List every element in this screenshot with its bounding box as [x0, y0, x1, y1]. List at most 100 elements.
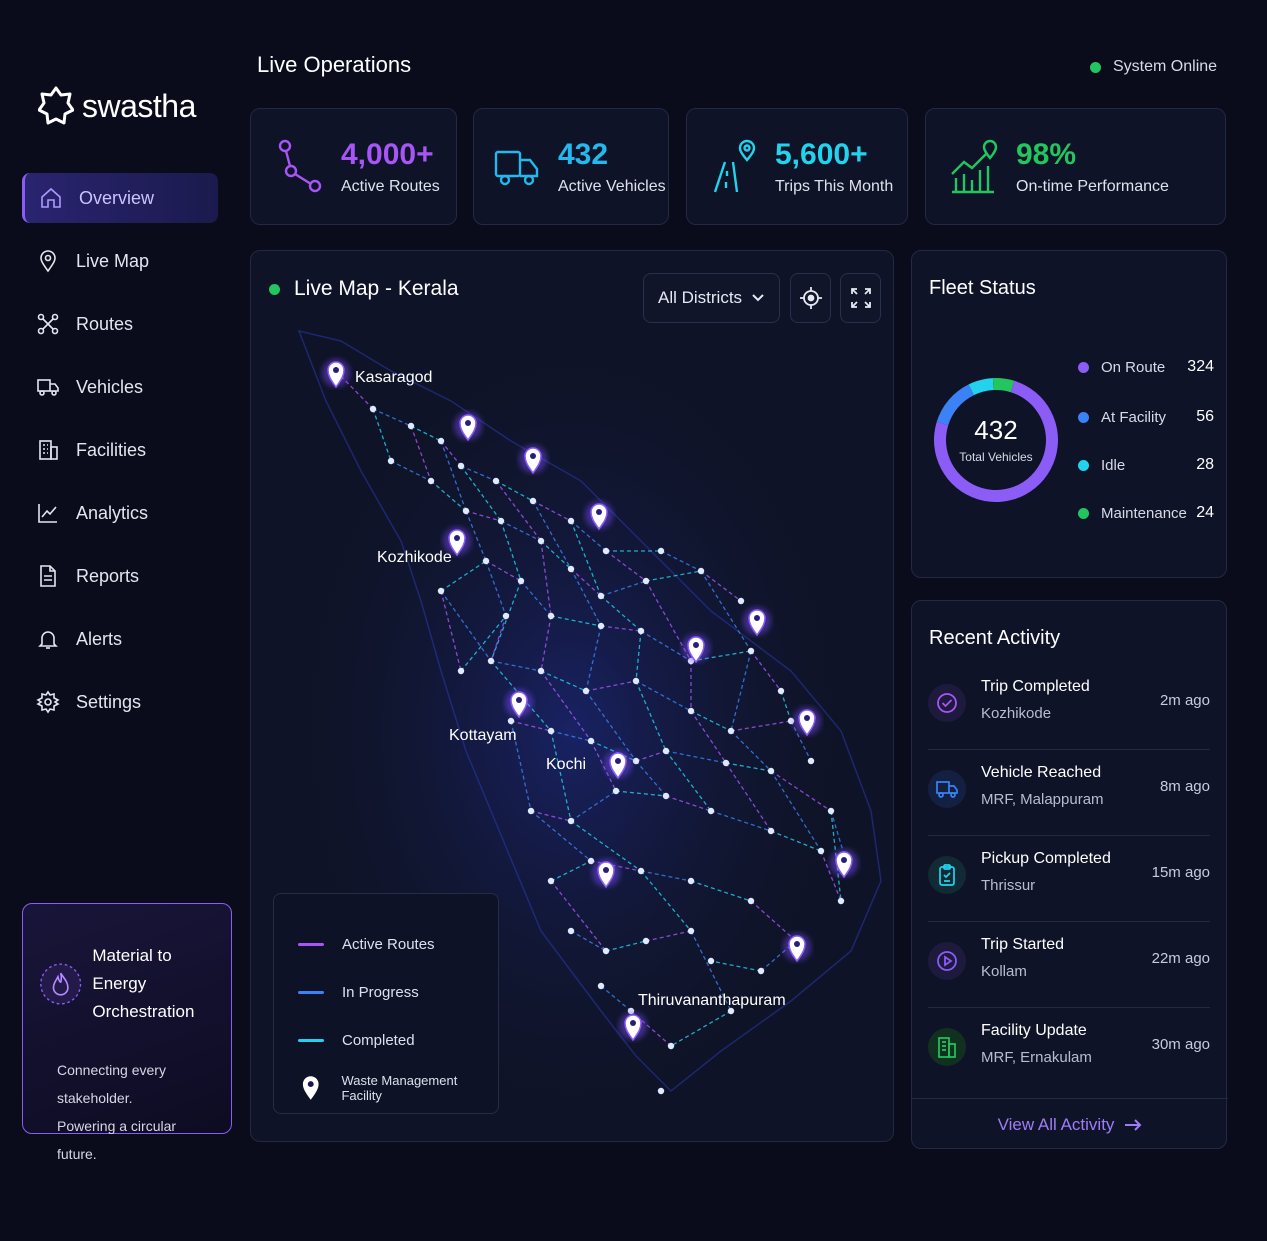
route-node: [612, 787, 620, 795]
route-line: [410, 425, 432, 482]
route-line: [490, 660, 542, 672]
route-node: [657, 547, 665, 555]
brand-logo[interactable]: swastha: [38, 84, 196, 128]
view-all-activity-link[interactable]: View All Activity: [912, 1098, 1228, 1150]
route-node: [767, 827, 775, 835]
map-title: Live Map - Kerala: [269, 277, 459, 301]
stat-value: 4,000+: [341, 137, 434, 171]
sidebar-item-overview[interactable]: Overview: [22, 173, 218, 223]
sidebar-item-analytics[interactable]: Analytics: [22, 488, 218, 538]
facility-pin[interactable]: [459, 414, 477, 442]
activity-sub-text: MRF, Malappuram: [981, 791, 1104, 808]
route-line: [700, 570, 752, 652]
route-node: [497, 517, 505, 525]
route-line: [510, 720, 532, 812]
facility-pin[interactable]: [448, 529, 466, 557]
activity-time: 8m ago: [1159, 778, 1210, 795]
route-node: [722, 759, 730, 767]
route-node: [687, 927, 695, 935]
facility-pin[interactable]: [524, 447, 542, 475]
promo-title-line1: Material to Energy: [92, 946, 172, 993]
route-line: [585, 680, 637, 692]
sidebar-item-live-map[interactable]: Live Map: [22, 236, 218, 286]
route-node: [457, 667, 465, 675]
truck-icon: [494, 150, 539, 185]
activity-item[interactable]: Facility Update MRF, Ernakulam 30m ago: [928, 1008, 1210, 1094]
route-line: [600, 595, 642, 632]
district-select[interactable]: All Districts: [643, 273, 780, 323]
sidebar-nav: Overview Live Map Routes Vehicles Facili…: [22, 173, 218, 740]
route-node: [707, 807, 715, 815]
facility-pin[interactable]: [609, 752, 627, 780]
sidebar-item-vehicles[interactable]: Vehicles: [22, 362, 218, 412]
stat-card-routes[interactable]: 4,000+ Active Routes: [250, 108, 457, 225]
map-title-text: Live Map - Kerala: [294, 277, 459, 300]
stat-label: Active Routes: [341, 177, 440, 195]
expand-icon: [850, 288, 871, 308]
sidebar-item-routes[interactable]: Routes: [22, 299, 218, 349]
facility-pin[interactable]: [798, 709, 816, 737]
facility-pin[interactable]: [597, 861, 615, 889]
district-select-value: All Districts: [658, 288, 743, 307]
route-node: [637, 867, 645, 875]
facility-pin[interactable]: [327, 361, 345, 389]
stat-value: 5,600+: [775, 137, 868, 171]
route-node: [632, 677, 640, 685]
route-line: [490, 580, 522, 662]
route-icon: [278, 139, 322, 192]
activity-item[interactable]: Vehicle Reached MRF, Malappuram 8m ago: [928, 750, 1210, 836]
facility-pin[interactable]: [590, 503, 608, 531]
activity-item[interactable]: Pickup Completed Thrissur 15m ago: [928, 836, 1210, 922]
facility-pin[interactable]: [624, 1014, 642, 1042]
promo-title-line2: Orchestration: [92, 1002, 195, 1021]
status-dot: [1090, 61, 1101, 73]
route-node: [602, 947, 610, 955]
fullscreen-button[interactable]: [840, 273, 881, 323]
stat-card-trips[interactable]: 5,600+ Trips This Month: [686, 108, 908, 225]
route-line: [570, 568, 602, 627]
route-node: [567, 517, 575, 525]
facility-pin-center: [630, 1020, 636, 1026]
locate-button[interactable]: [790, 273, 831, 323]
stat-value: 432: [558, 137, 609, 171]
facility-pin[interactable]: [788, 935, 806, 963]
facility-pin[interactable]: [748, 609, 766, 637]
route-node: [567, 565, 575, 573]
route-node: [547, 877, 555, 885]
route-node: [597, 622, 605, 630]
route-line: [485, 560, 507, 617]
sidebar-item-label: Facilities: [76, 439, 147, 460]
facility-pin[interactable]: [835, 851, 853, 879]
facility-pin[interactable]: [510, 691, 528, 719]
route-line: [410, 425, 442, 442]
check-circle-icon: [928, 684, 966, 722]
sidebar-item-facilities[interactable]: Facilities: [22, 425, 218, 475]
facility-pin-center: [530, 453, 536, 459]
legend-item-completed: Completed: [298, 1016, 498, 1064]
route-line: [495, 480, 534, 502]
route-node: [602, 547, 610, 555]
route-node: [817, 847, 825, 855]
stat-card-performance[interactable]: 98% On-time Performance: [925, 108, 1226, 225]
stat-card-vehicles[interactable]: 432 Active Vehicles: [473, 108, 669, 225]
route-line: [550, 615, 602, 627]
sidebar-item-alerts[interactable]: Alerts: [22, 614, 218, 664]
route-line: [495, 480, 542, 542]
donut-segment-idle: [968, 378, 994, 396]
facility-pin-center: [804, 715, 810, 721]
activity-item[interactable]: Trip Started Kollam 22m ago: [928, 922, 1210, 1008]
route-line: [540, 670, 587, 692]
view-all-label: View All Activity: [997, 1114, 1115, 1134]
route-node: [632, 757, 640, 765]
route-node: [727, 1007, 735, 1015]
sidebar-item-settings[interactable]: Settings: [22, 677, 218, 727]
arrow-right-icon: [1125, 1118, 1142, 1131]
facility-pin-center: [603, 867, 609, 873]
route-node: [529, 497, 537, 505]
facility-pin[interactable]: [687, 636, 705, 664]
activity-item[interactable]: Trip Completed Kozhikode 2m ago: [928, 664, 1210, 750]
route-line: [665, 795, 712, 812]
sidebar-item-reports[interactable]: Reports: [22, 551, 218, 601]
activity-title-text: Facility Update: [981, 1022, 1087, 1039]
home-icon: [41, 187, 61, 208]
